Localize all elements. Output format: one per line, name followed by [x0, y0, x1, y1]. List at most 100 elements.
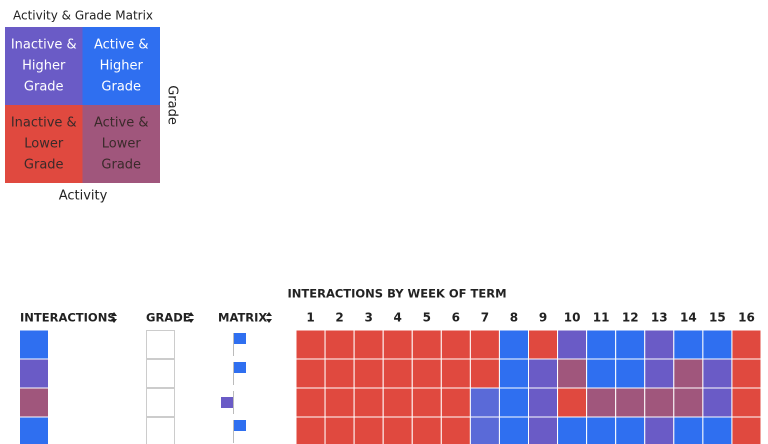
legend-cell — [5, 105, 83, 183]
week-cell — [295, 329, 326, 360]
week-header: 2 — [335, 311, 343, 325]
week-cell — [411, 358, 442, 389]
week-cell — [411, 387, 442, 418]
week-cell — [586, 329, 617, 360]
week-cell — [469, 358, 500, 389]
week-cell — [469, 387, 500, 418]
week-cell — [644, 329, 675, 360]
week-cell — [498, 329, 529, 360]
week-cell — [673, 358, 704, 389]
legend-cell-label: Inactive & — [11, 38, 77, 53]
week-cell — [382, 416, 413, 444]
week-cell — [382, 358, 413, 389]
week-cell — [324, 416, 355, 444]
week-cell — [324, 358, 355, 389]
sort-icon[interactable] — [111, 312, 117, 323]
week-cell — [702, 387, 733, 418]
week-cell — [702, 416, 733, 444]
legend-cell-label: Active & — [94, 38, 148, 53]
week-header: 1 — [306, 311, 314, 325]
legend-cell-label: Grade — [24, 80, 64, 95]
legend-cell-label: Higher — [22, 59, 66, 74]
legend-cell-label: Active & — [94, 116, 148, 131]
week-cell — [295, 416, 326, 444]
interactions-swatch — [20, 359, 48, 388]
legend-cell-label: Grade — [101, 80, 141, 95]
week-cell — [586, 358, 617, 389]
week-header: 5 — [423, 311, 431, 325]
week-cell — [673, 416, 704, 444]
week-header: 13 — [651, 311, 668, 325]
legend-cell-label: Lower — [24, 137, 64, 152]
legend-title: Activity & Grade Matrix — [13, 9, 153, 23]
matrix-marker — [234, 333, 246, 344]
week-header: 16 — [738, 311, 755, 325]
legend-cell-label: Inactive & — [11, 116, 77, 131]
week-cell — [557, 416, 588, 444]
week-cell — [615, 416, 646, 444]
column-header[interactable]: MATRIX — [218, 311, 267, 325]
week-header: 6 — [452, 311, 460, 325]
week-cell — [353, 387, 384, 418]
week-cell — [382, 329, 413, 360]
legend-x-label: Activity — [59, 189, 108, 204]
week-header: 15 — [709, 311, 726, 325]
week-cell — [702, 329, 733, 360]
week-cell — [557, 387, 588, 418]
week-cell — [673, 329, 704, 360]
week-cell — [440, 416, 471, 444]
week-cell — [615, 358, 646, 389]
week-cell — [586, 387, 617, 418]
week-cell — [353, 329, 384, 360]
sort-icon[interactable] — [266, 312, 272, 323]
week-cell — [644, 416, 675, 444]
matrix-marker — [234, 362, 246, 373]
column-header[interactable]: INTERACTIONS — [20, 311, 116, 325]
week-cell — [731, 329, 762, 360]
week-cell — [295, 358, 326, 389]
matrix-marker — [234, 420, 246, 431]
interactions-swatch — [20, 417, 48, 444]
week-cell — [615, 329, 646, 360]
week-cell — [498, 358, 529, 389]
sort-icon[interactable] — [188, 312, 194, 323]
week-cell — [557, 329, 588, 360]
week-cell — [557, 358, 588, 389]
week-cell — [411, 329, 442, 360]
week-cell — [411, 416, 442, 444]
week-cell — [586, 416, 617, 444]
week-cell — [702, 358, 733, 389]
legend-cell-label: Grade — [101, 158, 141, 173]
sort-icons — [111, 312, 272, 323]
grade-cell — [146, 388, 175, 417]
week-cell — [469, 329, 500, 360]
week-header: 3 — [364, 311, 372, 325]
week-header: 11 — [593, 311, 610, 325]
interactions-swatch — [20, 330, 48, 359]
week-cell — [498, 416, 529, 444]
interactions-swatch — [20, 388, 48, 417]
legend-y-label: Grade — [165, 85, 180, 125]
week-cell — [731, 416, 762, 444]
week-cell — [528, 358, 559, 389]
column-header[interactable]: GRADE — [146, 311, 191, 325]
grade-cell — [146, 330, 175, 359]
week-cell — [382, 387, 413, 418]
week-header: 7 — [481, 311, 489, 325]
week-cell — [528, 416, 559, 444]
legend-cell — [5, 27, 83, 105]
week-cell — [528, 387, 559, 418]
week-cell — [673, 387, 704, 418]
week-cell — [528, 329, 559, 360]
week-header: 9 — [539, 311, 547, 325]
week-cell — [295, 387, 326, 418]
week-cell — [498, 387, 529, 418]
grade-cell — [146, 359, 175, 388]
week-cell — [324, 387, 355, 418]
week-cell — [440, 387, 471, 418]
legend-cell — [82, 105, 160, 183]
table-title: INTERACTIONS BY WEEK OF TERM — [287, 287, 506, 301]
week-cell — [615, 387, 646, 418]
week-cell — [731, 358, 762, 389]
